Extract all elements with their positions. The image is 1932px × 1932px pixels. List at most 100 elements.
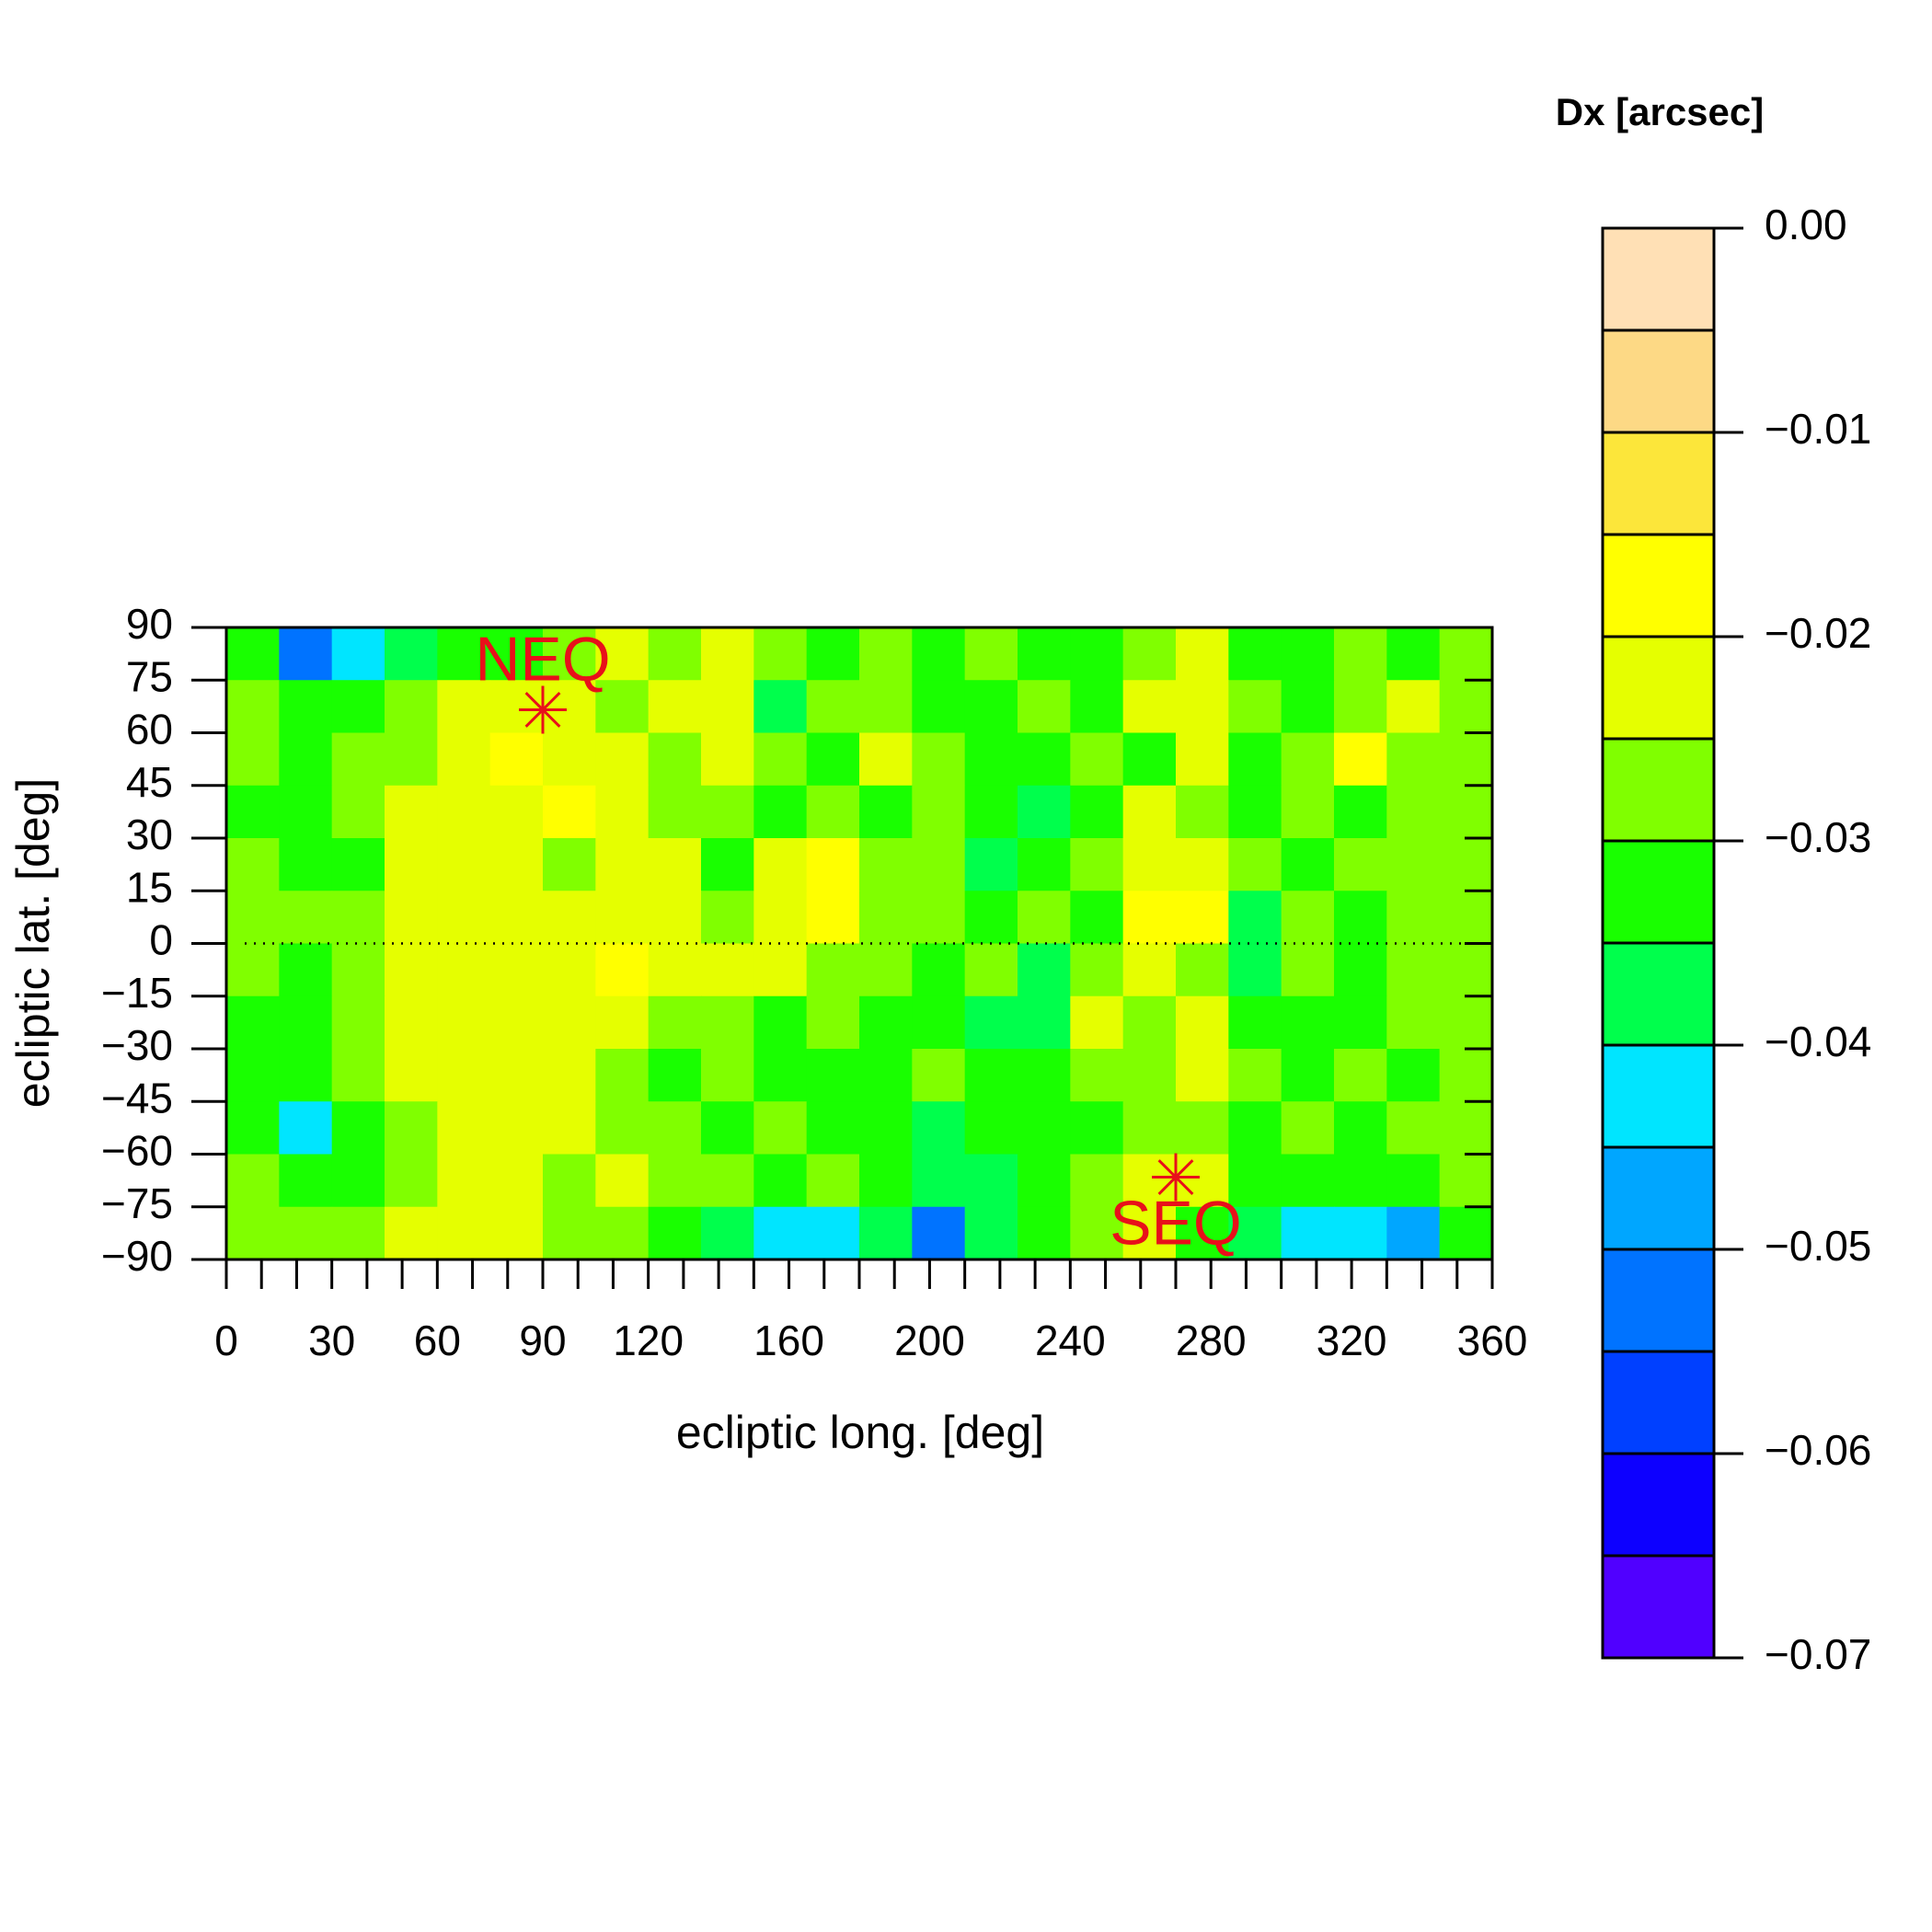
contour-cell [1386,732,1441,787]
contour-cell [543,1206,596,1260]
contour-cell [1439,891,1493,944]
annotation-label: NEQ [475,624,610,694]
contour-cell [595,891,650,944]
contour-cell [1228,838,1282,891]
contour-cell [912,943,966,997]
contour-cell [385,838,438,891]
contour-cell [701,891,754,944]
y-tick-label: −15 [101,969,173,1017]
contour-cell [1334,1101,1387,1155]
contour-cell [595,1206,650,1260]
contour-cell [1176,1101,1229,1155]
contour-cell [543,680,596,733]
contour-cell [912,680,966,733]
contour-cell [1386,995,1441,1050]
contour-cell [1439,627,1493,681]
contour-cell [1281,1101,1335,1155]
y-tick-label: −90 [101,1232,173,1280]
contour-cell [753,732,808,787]
contour-cell [437,627,491,681]
contour-cell [489,1049,544,1102]
contour-cell [1070,995,1124,1050]
contour-cell [437,732,491,787]
contour-cell [331,785,385,839]
contour-cell [279,838,333,891]
contour-cell [701,943,754,997]
contour-cell [859,891,913,944]
contour-cell [806,1049,860,1102]
colorbar-band [1601,431,1716,536]
contour-cell [489,680,544,733]
contour-cell [806,680,860,733]
contour-cell [595,995,650,1050]
contour-cell [1122,680,1177,733]
contour-cell [1228,1049,1282,1102]
contour-cell [437,1206,491,1260]
contour-cell [1386,627,1441,681]
y-tick-label: 90 [126,600,173,648]
contour-cell [1334,995,1387,1050]
contour-cell [543,1049,596,1102]
contour-cell [543,627,596,681]
contour-cell [437,785,491,839]
contour-cell [806,1154,860,1208]
contour-cell [753,627,808,681]
contour-cell [1176,732,1229,787]
contour-cell [1281,838,1335,891]
contour-cell [331,891,385,944]
contour-cell [1281,627,1335,681]
contour-cell [912,785,966,839]
contour-cell [753,1049,808,1102]
contour-cell [226,680,280,733]
y-tick-label: −60 [101,1127,173,1175]
contour-cell [648,943,702,997]
contour-cell [331,1206,385,1260]
contour-cell [859,1154,913,1208]
y-tick-label: −30 [101,1021,173,1069]
contour-cell [1334,627,1387,681]
colorbar-tick-label: −0.02 [1765,609,1871,657]
contour-cell [1228,995,1282,1050]
contour-cell [753,785,808,839]
contour-cell [385,1206,438,1260]
contour-cell [385,891,438,944]
contour-cell [1228,943,1282,997]
contour-cell [543,995,596,1050]
contour-cell [1176,891,1229,944]
contour-cell [912,838,966,891]
colorbar-band [1601,941,1716,1047]
y-tick-label: 0 [149,916,173,964]
colorbar-band [1601,328,1716,434]
contour-cell [1228,1206,1282,1260]
contour-cell [1176,680,1229,733]
contour-cell [437,1101,491,1155]
colorbar-tick-label: 0.00 [1765,201,1847,248]
contour-cell [648,1101,702,1155]
contour-cell [964,1049,1018,1102]
contour-cell [701,995,754,1050]
contour-cell [1334,1154,1387,1208]
contour-cell [1176,785,1229,839]
contour-cell [1439,943,1493,997]
contour-cell [806,1101,860,1155]
contour-cell [701,1154,754,1208]
contour-cell [701,1206,754,1260]
contour-cell [279,785,333,839]
contour-cell [1281,1154,1335,1208]
contour-cell [226,943,280,997]
contour-cell [1018,943,1071,997]
x-tick-label: 90 [519,1317,566,1364]
contour-cell [543,891,596,944]
contour-cell [1386,1049,1441,1102]
contour-cell [701,732,754,787]
y-tick-label: 30 [126,811,173,858]
x-axis-label: ecliptic long. [deg] [676,1407,1044,1458]
colorbar-tick-label: −0.05 [1765,1222,1871,1270]
contour-cell [385,1154,438,1208]
contour-cell [1386,838,1441,891]
contour-cell [1228,627,1282,681]
contour-cell [1334,1206,1387,1260]
contour-cell [1334,680,1387,733]
x-tick-label: 120 [613,1317,684,1364]
